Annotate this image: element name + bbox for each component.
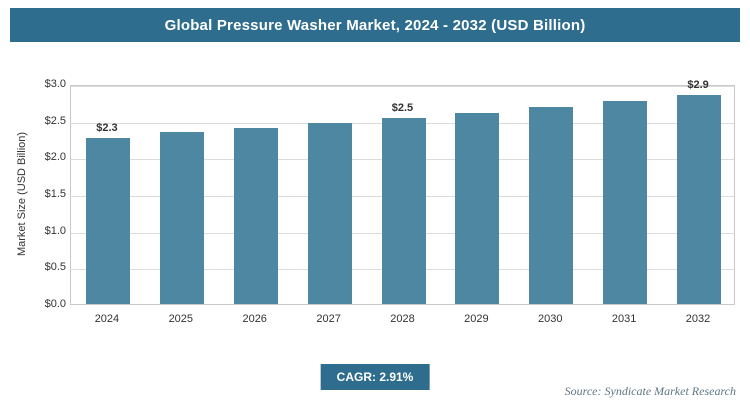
chart-title: Global Pressure Washer Market, 2024 - 20… — [164, 16, 586, 34]
bar-value-label: $2.9 — [687, 79, 709, 91]
bar-value-label: $2.5 — [391, 102, 414, 114]
x-tick-label-2025: 2025 — [168, 313, 194, 325]
plot-area — [70, 85, 735, 305]
bar-2026 — [233, 128, 278, 304]
y-tick-label: $1.0 — [44, 224, 66, 237]
bar-value-label: $2.3 — [96, 122, 118, 134]
y-tick-label: $0.5 — [44, 261, 66, 274]
x-tick-label-2032: 2032 — [685, 313, 711, 325]
x-tick-label-2028: 2028 — [390, 313, 415, 325]
y-tick-label: $3.0 — [44, 78, 66, 90]
bar-2024 — [85, 138, 130, 304]
bar-2032 — [677, 95, 722, 304]
y-tick-label: $1.5 — [44, 188, 66, 200]
cagr-badge: CAGR: 2.91% — [320, 364, 430, 390]
y-tick-label: $2.5 — [44, 114, 66, 127]
x-tick-label-2026: 2026 — [242, 313, 267, 325]
bar-2028 — [381, 118, 426, 304]
y-tick-label: $0.0 — [44, 298, 66, 310]
bar-2027 — [307, 123, 352, 304]
bar-2030 — [529, 107, 574, 304]
bar-2031 — [603, 101, 648, 304]
title-bar: Global Pressure Washer Market, 2024 - 20… — [10, 8, 740, 42]
y-tick-label: $2.0 — [44, 151, 66, 164]
x-tick-label-2031: 2031 — [611, 313, 637, 325]
x-tick-label-2029: 2029 — [464, 313, 489, 325]
bar-2029 — [455, 113, 500, 304]
x-tick-label-2024: 2024 — [94, 313, 120, 325]
x-tick-label-2027: 2027 — [316, 313, 341, 325]
source-text: Source: Syndicate Market Research — [564, 384, 736, 398]
gridline — [71, 86, 734, 87]
bar-2025 — [159, 132, 204, 304]
x-tick-label-2030: 2030 — [538, 313, 563, 325]
